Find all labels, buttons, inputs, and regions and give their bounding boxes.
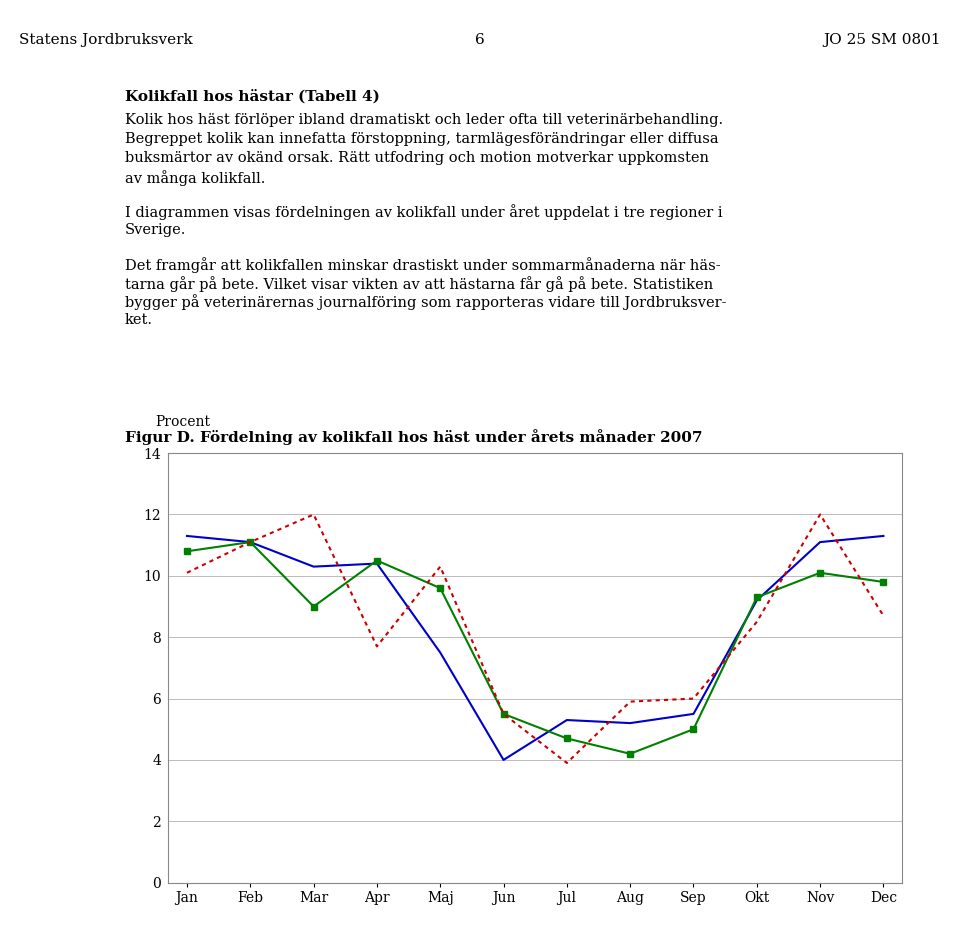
Text: Procent: Procent — [156, 414, 210, 429]
Text: Sverige.: Sverige. — [125, 223, 186, 237]
Text: Det framgår att kolikfallen minskar drastiskt under sommarmånaderna när häs-: Det framgår att kolikfallen minskar dras… — [125, 257, 720, 273]
Text: ket.: ket. — [125, 313, 153, 328]
Text: Kolikfall hos hästar (Tabell 4): Kolikfall hos hästar (Tabell 4) — [125, 90, 379, 104]
Text: tarna går på bete. Vilket visar vikten av att hästarna får gå på bete. Statistik: tarna går på bete. Vilket visar vikten a… — [125, 276, 713, 292]
Text: I diagrammen visas fördelningen av kolikfall under året uppdelat i tre regioner : I diagrammen visas fördelningen av kolik… — [125, 204, 723, 220]
Text: 6: 6 — [475, 33, 485, 47]
Text: bygger på veterinärernas journalföring som rapporteras vidare till Jordbruksver-: bygger på veterinärernas journalföring s… — [125, 295, 727, 311]
Text: Begreppet kolik kan innefatta förstoppning, tarmlägesförändringar eller diffusa: Begreppet kolik kan innefatta förstoppni… — [125, 132, 718, 146]
Text: buksmärtor av okänd orsak. Rätt utfodring och motion motverkar uppkomsten: buksmärtor av okänd orsak. Rätt utfodrin… — [125, 151, 708, 165]
Text: JO 25 SM 0801: JO 25 SM 0801 — [823, 33, 941, 47]
Text: av många kolikfall.: av många kolikfall. — [125, 170, 265, 186]
Text: Figur D. Fördelning av kolikfall hos häst under årets månader 2007: Figur D. Fördelning av kolikfall hos häs… — [125, 430, 703, 446]
Text: Kolik hos häst förlöper ibland dramatiskt och leder ofta till veterinärbehandlin: Kolik hos häst förlöper ibland dramatisk… — [125, 113, 723, 127]
Text: Statens Jordbruksverk: Statens Jordbruksverk — [19, 33, 193, 47]
